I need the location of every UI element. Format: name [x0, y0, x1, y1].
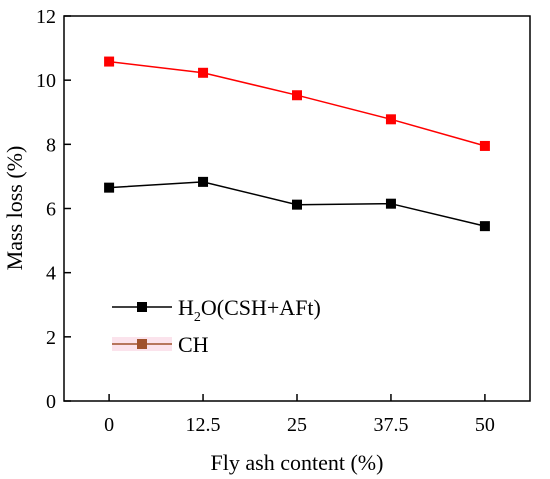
series-1-point — [385, 114, 396, 125]
series-0-point — [385, 198, 396, 209]
legend-entry-h2o: H2O(CSH+AFt) — [112, 295, 321, 325]
x-tick-label: 50 — [475, 414, 495, 436]
legend-marker-ch — [137, 339, 147, 349]
series-1-point — [104, 56, 115, 67]
legend-marker-h2o — [137, 302, 147, 312]
y-tick-label: 8 — [46, 134, 56, 156]
series-layer — [104, 56, 490, 232]
x-tick-label: 25 — [287, 414, 307, 436]
series-1-point — [198, 67, 209, 78]
legend-label-h2o-main: H — [178, 295, 194, 320]
series-1-point — [479, 140, 490, 151]
x-tick-label: 37.5 — [373, 414, 408, 436]
x-tick-label: 12.5 — [186, 414, 221, 436]
legend-label-h2o-subscript: 2 — [194, 310, 201, 325]
series-0-point — [479, 221, 490, 232]
x-axis-ticks: 0 12.5 25 37.5 50 — [104, 394, 495, 436]
legend-label-h2o: H2O(CSH+AFt) — [178, 295, 321, 325]
y-axis-ticks: 0 2 4 6 8 10 12 — [36, 6, 71, 413]
x-tick-label: 0 — [104, 414, 114, 436]
y-tick-label: 2 — [46, 327, 56, 349]
series-0-point — [104, 182, 115, 193]
y-axis-title: Mass loss (%) — [2, 146, 27, 271]
legend-entry-ch: CH — [112, 332, 209, 357]
y-tick-label: 4 — [46, 263, 56, 285]
series-1-point — [292, 90, 302, 101]
legend-label-h2o-rest: O(CSH+AFt) — [201, 295, 321, 320]
y-tick-label: 0 — [46, 391, 56, 413]
series-0-point — [292, 199, 302, 210]
y-tick-label: 12 — [36, 6, 56, 28]
legend: H2O(CSH+AFt) CH — [112, 295, 321, 357]
y-tick-label: 10 — [36, 70, 56, 92]
series-line-1 — [109, 60, 486, 147]
x-axis-title: Fly ash content (%) — [211, 450, 384, 475]
series-0-point — [198, 176, 209, 187]
legend-label-ch: CH — [178, 332, 209, 357]
y-tick-label: 6 — [46, 199, 56, 221]
